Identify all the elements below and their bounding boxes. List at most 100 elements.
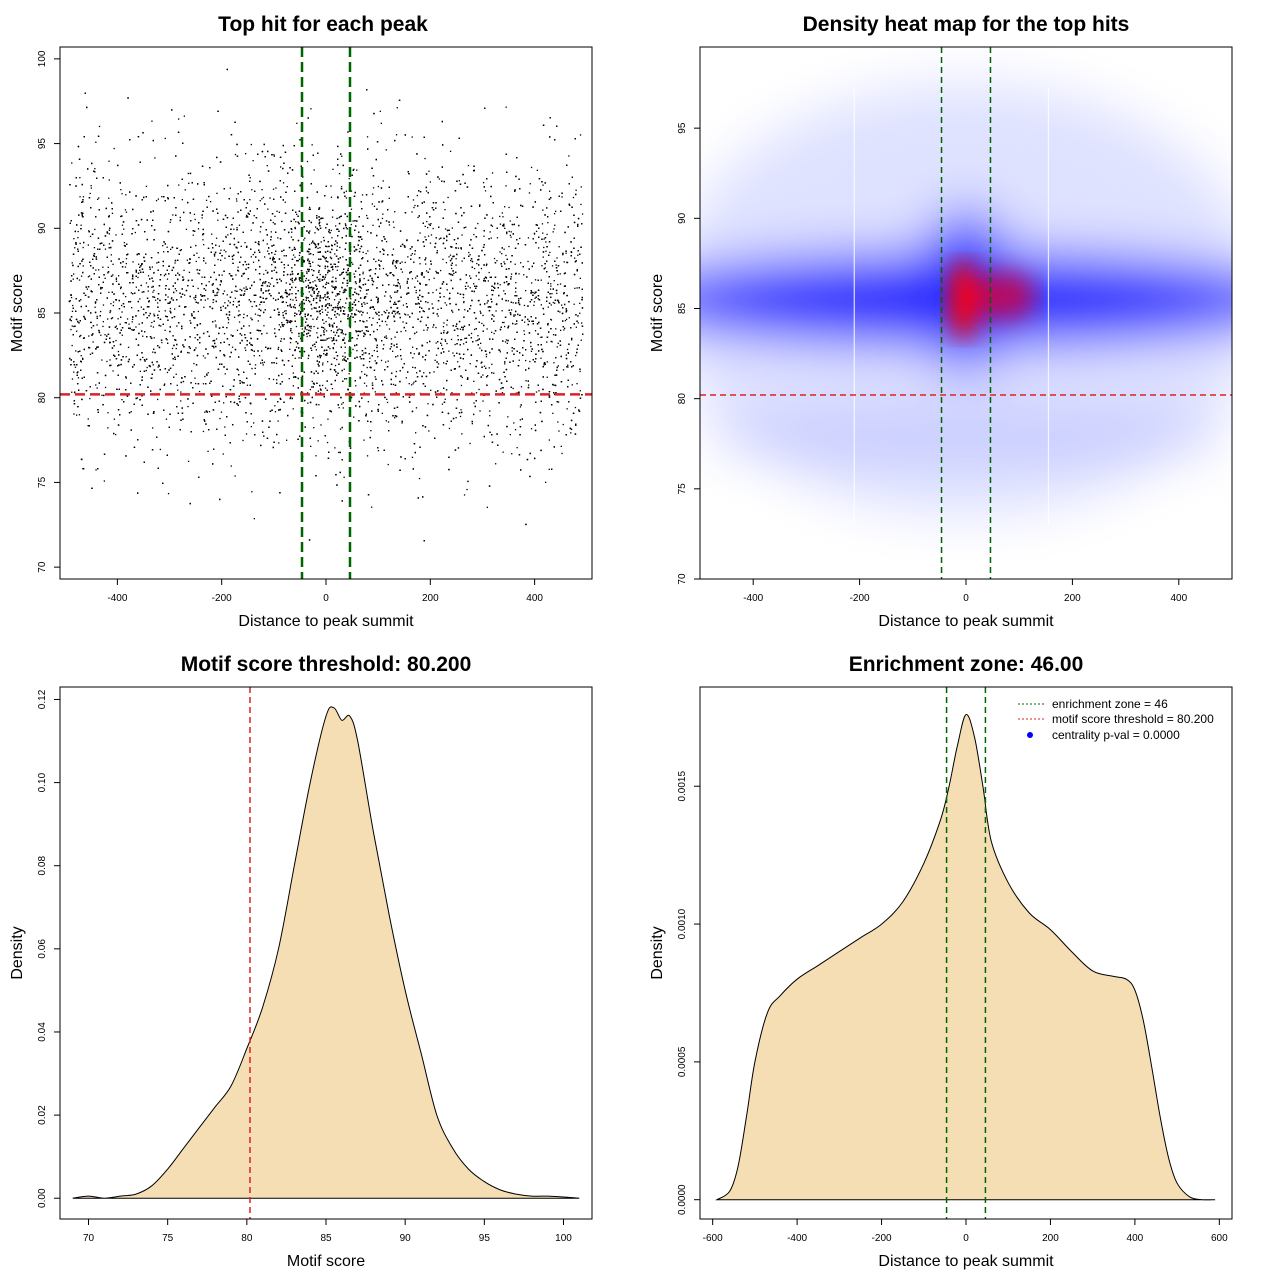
scatter-point [292,254,295,256]
scatter-point [551,293,553,295]
scatter-point [508,245,510,248]
scatter-point [328,298,330,300]
scatter-point [433,277,435,279]
scatter-point [487,375,489,377]
scatter-point [494,283,496,285]
scatter-point [545,250,547,252]
scatter-point [514,314,516,316]
scatter-point [241,334,243,336]
scatter-point [88,296,90,298]
scatter-point [421,344,423,346]
scatter-point [179,249,181,252]
scatter-point [161,341,163,344]
scatter-point [429,268,431,270]
scatter-point [88,275,91,277]
scatter-point [272,221,274,224]
scatter-point [319,280,321,282]
scatter-point [132,261,134,263]
scatter-point [550,340,552,343]
scatter-point [407,314,409,316]
scatter-point [274,215,276,217]
scatter-point [547,222,549,224]
scatter-point [550,304,552,306]
scatter-point [108,197,110,199]
scatter-point [143,359,146,361]
scatter-point [313,169,315,171]
scatter-point [530,350,533,352]
scatter-point [358,281,361,283]
scatter-point [245,286,247,288]
scatter-point [514,429,517,431]
scatter-point [319,247,321,249]
scatter-point [203,306,205,308]
scatter-point [572,196,575,199]
scatter-point [93,247,96,249]
scatter-point [414,253,416,255]
scatter-point [196,324,198,327]
scatter-point [495,310,497,312]
scatter-point [464,285,467,287]
scatter-point [194,337,196,339]
scatter-point [345,359,347,362]
scatter-point [93,254,95,257]
scatter-point [322,364,324,366]
scatter-point [250,256,252,258]
scatter-point [324,267,326,269]
scatter-point [344,352,346,354]
scatter-point [579,277,581,279]
scatter-point [170,298,173,300]
scatter-point [88,425,90,427]
scatter-point [558,246,560,248]
scatter-point [308,253,310,255]
scatter-point [435,342,437,344]
scatter-point [242,439,244,442]
scatter-point [303,220,305,222]
scatter-point [535,391,538,393]
scatter-point [204,357,206,359]
scatter-point [447,196,449,199]
scatter-point [375,260,377,263]
scatter-point [94,228,96,231]
scatter-point [388,328,391,330]
scatter-point [515,291,517,293]
scatter-point [345,378,348,380]
scatter-point [292,372,294,374]
scatter-point [317,244,319,246]
scatter-point [529,183,531,185]
scatter-point [508,230,510,233]
scatter-point [160,325,162,327]
scatter-point [519,406,522,408]
scatter-point [417,302,419,304]
scatter-point [153,337,155,339]
scatter-point [222,453,224,455]
scatter-point [543,364,545,366]
scatter-point [290,236,293,238]
scatter-point [402,321,404,323]
scatter-point [429,181,431,183]
scatter-point [266,243,268,245]
scatter-point [181,199,183,201]
scatter-point [352,263,354,265]
scatter-point [212,301,214,304]
scatter-point [267,250,269,252]
scatter-point [553,362,555,364]
scatter-point [571,384,573,386]
scatter-point [230,334,232,336]
scatter-point [467,285,469,287]
scatter-point [520,262,522,264]
scatter-point [286,186,288,188]
scatter-point [566,408,568,410]
scatter-point [253,518,255,520]
scatter-point [270,231,272,233]
scatter-point [90,327,93,329]
scatter-point [330,266,332,268]
scatter-point [553,213,556,215]
scatter-point [457,335,459,337]
scatter-point [267,208,269,210]
scatter-point [326,303,329,305]
scatter-point [223,333,226,335]
scatter-point [97,198,99,200]
scatter-point [334,253,336,255]
scatter-point [359,290,362,292]
scatter-point [350,223,352,226]
